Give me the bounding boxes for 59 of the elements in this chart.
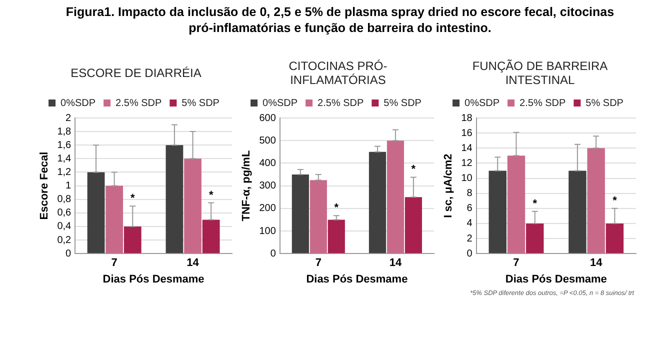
- y-axis-title: I sc, μA/cm2: [442, 154, 455, 218]
- y-tick-label: 100: [259, 226, 276, 237]
- y-tick-label: 0: [270, 248, 276, 260]
- y-tick-label: 2: [466, 233, 473, 244]
- y-tick-label: 6: [466, 203, 473, 214]
- legend-label: 2.5% SDP: [318, 98, 364, 109]
- chart-title: CITOCINAS PRÓ-INFLAMATÓRIAS: [288, 58, 388, 89]
- x-tick-label: 14: [590, 257, 604, 270]
- legend-label: 0%SDP: [262, 98, 298, 109]
- data-label: *: [130, 192, 136, 205]
- x-tick-label: 14: [389, 257, 402, 270]
- y-tick-label: 200: [259, 203, 276, 214]
- y-tick-label: 1,8: [57, 126, 72, 138]
- x-tick-label: 7: [315, 257, 322, 270]
- y-tick-label: 16: [461, 128, 473, 139]
- y-tick-label: 14: [461, 142, 473, 154]
- y-tick-label: 1: [66, 180, 72, 192]
- x-tick-label: 7: [513, 257, 520, 270]
- y-tick-label: 1,4: [57, 153, 72, 164]
- y-tick-label: 0,6: [57, 208, 72, 219]
- y-tick-label: 10: [461, 173, 473, 184]
- data-label: *: [612, 194, 618, 207]
- y-tick-label: 0,2: [57, 234, 72, 246]
- y-tick-label: 2: [66, 112, 72, 124]
- data-label: *: [532, 198, 538, 210]
- y-axis-title: Escore Fecal: [38, 152, 51, 220]
- y-tick-label: 0: [66, 248, 72, 260]
- chart-title: FUNÇÃO DE BARREIRA INTESTINAL: [471, 58, 609, 89]
- data-label: *: [208, 189, 214, 202]
- y-tick-label: 0: [466, 248, 473, 260]
- x-tick-label: 14: [186, 257, 200, 270]
- x-axis-title: Dias Pós Desmame: [306, 273, 408, 286]
- legend-label: 2.5% SDP: [116, 98, 162, 109]
- y-tick-label: 0,4: [57, 221, 72, 232]
- y-tick-label: 1,2: [57, 166, 72, 178]
- chart-title: ESCORE DE DIARRÉIA: [70, 65, 202, 82]
- y-axis-title: TNF-α, pg/mL: [240, 150, 253, 222]
- y-tick-label: 500: [259, 135, 276, 146]
- legend-label: 0%SDP: [60, 98, 96, 109]
- legend-label: 5% SDP: [586, 98, 624, 109]
- legend-label: 0%SDP: [464, 98, 500, 109]
- y-tick-label: 4: [466, 218, 473, 230]
- y-tick-label: 0,8: [57, 194, 72, 206]
- y-tick-label: 12: [461, 158, 473, 169]
- legend-label: 2.5% SDP: [520, 98, 566, 109]
- y-tick-label: 18: [461, 112, 473, 124]
- y-tick-label: 400: [259, 158, 276, 169]
- y-tick-label: 1,6: [57, 140, 72, 151]
- legend-label: 5% SDP: [182, 98, 220, 109]
- y-tick-label: 8: [466, 188, 473, 200]
- legend-label: 5% SDP: [384, 98, 422, 109]
- y-tick-label: 300: [259, 180, 276, 192]
- x-axis-title: Dias Pós Desmame: [505, 273, 607, 286]
- x-tick-label: 7: [111, 257, 118, 270]
- data-label: *: [334, 202, 340, 214]
- x-axis-title: Dias Pós Desmame: [102, 273, 204, 286]
- y-tick-label: 600: [259, 112, 276, 124]
- text: Figura1. Impacto da inclusão de 0, 2,5 e 5% de plasma spray dried no escore fecal, citocinas pró-inflamatórias e função de barreira do intestino.: [64, 4, 616, 36]
- data-label: *: [411, 164, 416, 176]
